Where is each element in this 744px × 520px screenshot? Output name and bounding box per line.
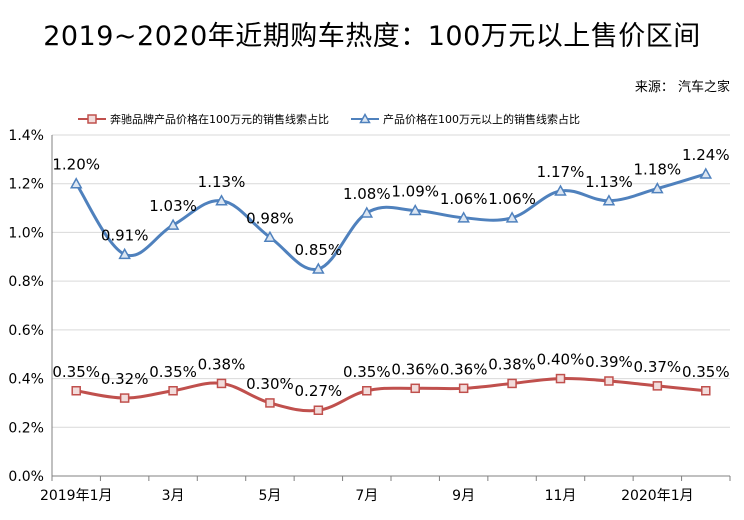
data-label: 0.40% (537, 351, 585, 369)
data-point (263, 230, 277, 243)
y-tick-label: 1.2% (8, 177, 44, 193)
data-label: 0.30% (246, 375, 294, 393)
legend-label-series1: 奔驰品牌产品价格在100万元的销售线索占比 (110, 113, 329, 126)
data-point (602, 194, 616, 206)
data-label: 1.13% (585, 173, 633, 191)
data-label: 1.06% (440, 190, 488, 208)
x-tick-label: 2019年1月 (40, 488, 113, 504)
data-label: 0.32% (101, 370, 149, 388)
data-label: 0.85% (295, 241, 343, 259)
data-point (604, 376, 614, 386)
x-tick-label: 3月 (162, 488, 185, 504)
data-point (701, 386, 711, 396)
y-tick-label: 1.4% (8, 128, 44, 144)
legend-swatch-series2 (351, 113, 379, 125)
data-point (118, 247, 131, 260)
y-tick-label: 1.0% (8, 225, 44, 241)
data-point (265, 398, 275, 408)
data-label: 1.20% (52, 156, 100, 174)
data-point (166, 218, 180, 230)
legend-item-series2: 产品价格在100万元以上的销售线索占比 (351, 111, 580, 127)
data-point (554, 184, 567, 196)
data-point (119, 393, 130, 403)
data-label: 0.38% (488, 355, 536, 373)
x-tick-label: 5月 (258, 488, 281, 504)
square-marker-icon (78, 114, 106, 124)
data-label: 1.24% (682, 146, 730, 164)
data-label: 0.35% (682, 363, 730, 381)
data-point (651, 182, 664, 194)
data-point (458, 383, 469, 394)
legend-item-series1: 奔驰品牌产品价格在100万元的销售线索占比 (78, 111, 329, 127)
data-label: 0.39% (585, 353, 633, 371)
data-label: 0.36% (391, 360, 439, 378)
legend: 奔驰品牌产品价格在100万元的销售线索占比 产品价格在100万元以上的销售线索占… (78, 111, 602, 127)
data-point (652, 381, 663, 391)
data-point (216, 378, 227, 389)
data-point (699, 167, 713, 179)
legend-label-series2: 产品价格在100万元以上的销售线索占比 (383, 113, 580, 126)
data-point (313, 405, 324, 415)
data-label: 1.09% (391, 183, 439, 201)
data-label: 0.27% (295, 382, 343, 400)
y-tick-label: 0.4% (8, 372, 44, 388)
data-label: 0.35% (149, 363, 197, 381)
data-label: 0.38% (198, 355, 246, 373)
x-tick-label: 11月 (545, 488, 577, 504)
data-point (507, 378, 517, 389)
chart-title: 2019~2020年近期购车热度：100万元以上售价区间 (43, 21, 701, 52)
y-tick-label: 0.2% (8, 420, 44, 436)
data-label: 0.37% (634, 358, 682, 376)
y-tick-label: 0.0% (8, 469, 44, 485)
y-tick-label: 0.8% (8, 274, 44, 290)
data-point (505, 211, 519, 223)
data-label: 0.98% (246, 209, 294, 227)
data-point (555, 373, 566, 384)
data-point (362, 386, 372, 396)
x-tick-label: 2020年1月 (621, 488, 694, 504)
x-tick-label: 7月 (355, 488, 378, 504)
data-point (360, 206, 374, 218)
data-label: 0.35% (343, 363, 391, 381)
data-point (408, 203, 422, 216)
data-point (457, 211, 470, 223)
legend-swatch-series1 (78, 113, 106, 125)
data-point (410, 383, 420, 394)
data-label: 0.35% (52, 363, 100, 381)
data-label: 1.17% (537, 163, 585, 181)
data-point (312, 262, 325, 274)
data-label: 1.06% (488, 190, 536, 208)
data-label: 1.13% (198, 173, 246, 191)
data-label: 1.03% (149, 197, 197, 215)
triangle-marker-icon (351, 113, 379, 124)
data-label: 1.18% (634, 161, 682, 179)
data-label: 0.36% (440, 360, 488, 378)
data-point (215, 194, 228, 206)
data-label: 1.08% (343, 185, 391, 203)
data-point (69, 177, 83, 189)
data-label: 0.91% (101, 226, 149, 244)
source-note: 来源： 汽车之家 (634, 80, 730, 95)
data-point (71, 386, 81, 396)
x-tick-label: 9月 (452, 488, 475, 504)
y-tick-label: 0.6% (8, 323, 44, 339)
data-point (168, 386, 178, 396)
